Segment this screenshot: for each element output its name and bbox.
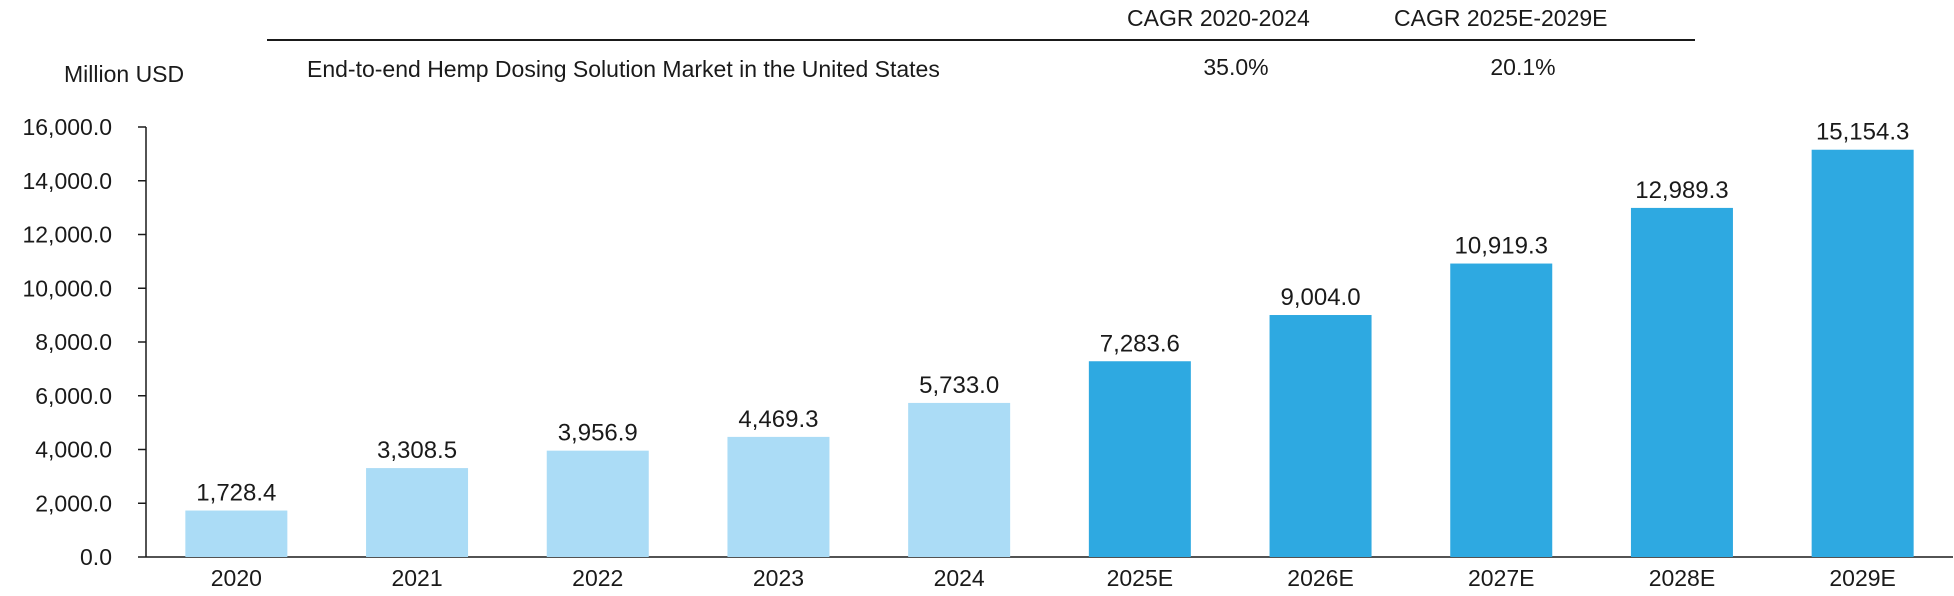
y-tick-label: 2,000.0 <box>35 490 112 516</box>
x-tick-label: 2020 <box>211 565 262 591</box>
x-tick-label: 2024 <box>934 565 985 591</box>
x-tick-label: 2027E <box>1468 565 1535 591</box>
data-label: 7,283.6 <box>1100 330 1180 357</box>
y-tick-label: 0.0 <box>80 544 112 570</box>
y-axis-ticks: 0.0 2,000.0 4,000.0 6,000.0 8,000.0 10,000.0 1… <box>22 114 146 570</box>
bar-2028E <box>1630 207 1733 557</box>
cagr-table: CAGR 2020-2024 CAGR 2025E-2029E End-to-e… <box>267 5 1695 82</box>
x-axis-labels: 2020 2021 2022 2023 2024 2025E 2026E 2027E 2028E… <box>211 565 1896 591</box>
cagr-header-forecast: CAGR 2025E-2029E <box>1394 5 1608 31</box>
data-label: 5,733.0 <box>919 372 999 399</box>
bar-2024 <box>908 402 1011 557</box>
bar-2027E <box>1450 263 1553 557</box>
x-tick-label: 2023 <box>753 565 804 591</box>
cagr-header-historical: CAGR 2020-2024 <box>1127 5 1310 31</box>
bars <box>185 149 1914 557</box>
cagr-value-forecast: 20.1% <box>1490 54 1555 80</box>
data-label: 3,956.9 <box>558 420 638 447</box>
bar-2025E <box>1088 361 1191 557</box>
cagr-value-historical: 35.0% <box>1203 54 1268 80</box>
cagr-row-label: End-to-end Hemp Dosing Solution Market i… <box>307 56 940 82</box>
x-tick-label: 2026E <box>1287 565 1354 591</box>
x-tick-label: 2025E <box>1107 565 1174 591</box>
y-tick-label: 14,000.0 <box>22 168 112 194</box>
y-tick-label: 4,000.0 <box>35 437 112 463</box>
bar-2026E <box>1269 315 1372 557</box>
bar-2020 <box>185 510 288 557</box>
x-tick-label: 2028E <box>1649 565 1716 591</box>
data-label: 3,308.5 <box>377 437 457 464</box>
data-labels: 1,728.4 3,308.5 3,956.9 4,469.3 5,733.0 7,283… <box>196 119 1909 507</box>
y-tick-label: 12,000.0 <box>22 222 112 248</box>
data-label: 12,989.3 <box>1635 177 1728 204</box>
bar-2023 <box>727 436 830 557</box>
x-tick-label: 2022 <box>572 565 623 591</box>
bar-2029E <box>1811 149 1914 557</box>
x-tick-label: 2029E <box>1829 565 1896 591</box>
y-tick-label: 16,000.0 <box>22 114 112 140</box>
data-label: 1,728.4 <box>196 480 276 507</box>
y-tick-label: 10,000.0 <box>22 275 112 301</box>
y-axis-unit-label: Million USD <box>64 61 184 87</box>
bar-2022 <box>546 450 649 557</box>
bar-2021 <box>366 468 469 557</box>
data-label: 15,154.3 <box>1816 119 1909 146</box>
data-label: 10,919.3 <box>1455 233 1548 260</box>
y-tick-label: 8,000.0 <box>35 329 112 355</box>
data-label: 9,004.0 <box>1281 284 1361 311</box>
y-tick-label: 6,000.0 <box>35 383 112 409</box>
data-label: 4,469.3 <box>738 406 818 433</box>
x-tick-label: 2021 <box>391 565 442 591</box>
